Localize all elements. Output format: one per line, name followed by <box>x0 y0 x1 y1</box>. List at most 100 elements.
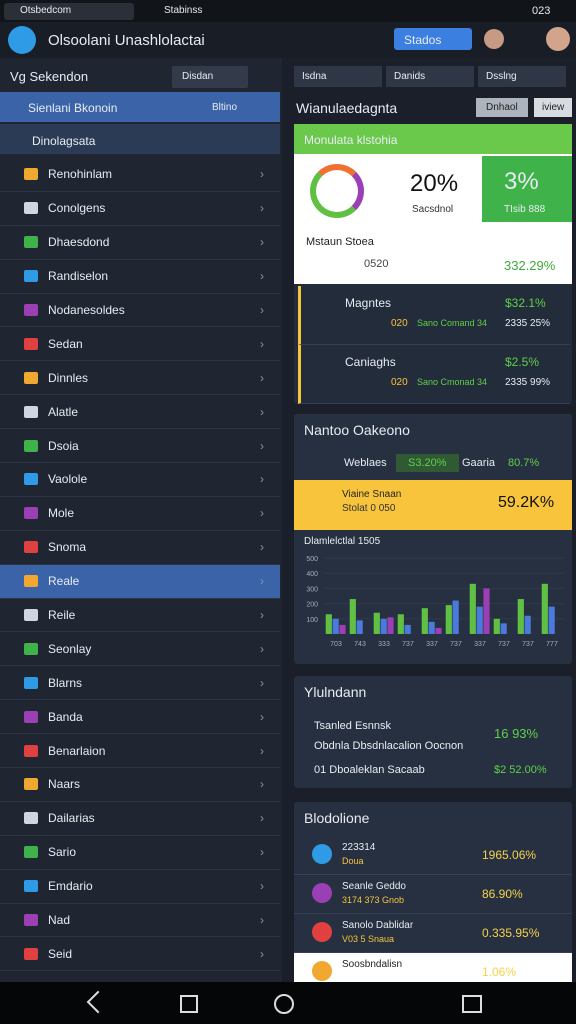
button[interactable]: iview <box>534 98 573 117</box>
selected-row[interactable] <box>0 92 280 122</box>
tag: Weblaes <box>344 457 387 469</box>
chevron: › <box>260 201 264 216</box>
tab[interactable] <box>4 3 134 20</box>
list-item[interactable]: Seonlay › <box>0 632 280 667</box>
section-card: Ylulndann Tsanled Esnnsk 16 93% Obdnla D… <box>294 676 572 788</box>
stat-box <box>482 156 572 222</box>
item-label: Vaolole <box>48 472 88 487</box>
avatar[interactable] <box>484 29 504 49</box>
list-item[interactable]: Emdario › <box>0 870 280 904</box>
list-item[interactable]: Reale › <box>0 564 280 599</box>
list-item[interactable]: Reile › <box>0 599 280 633</box>
item-label: Conolgens <box>48 201 106 216</box>
icon <box>24 846 38 859</box>
item-label: Reile <box>48 608 76 623</box>
selected-label: Sienlani Bkonoin <box>28 101 118 115</box>
list-item[interactable]: Conolgens › <box>0 192 280 226</box>
row-value: 0.335.95% <box>482 926 540 940</box>
row-value: 86.90% <box>482 887 523 901</box>
list-item[interactable]: Blarns › <box>0 666 280 701</box>
item-label: Renohinlam <box>48 167 113 182</box>
chevron: › <box>260 438 264 453</box>
tab[interactable]: Danids <box>386 66 474 87</box>
review-sub: Sano Cmonad 34 <box>417 377 488 387</box>
stat: 20% <box>410 170 459 197</box>
list-item[interactable]: Snoma › <box>0 531 280 565</box>
list-item[interactable]: Vaolole › <box>0 463 280 497</box>
list-item[interactable]: Dsoia › <box>0 429 280 464</box>
item-label: Dhaesdond <box>48 235 110 250</box>
item-label: Emdario <box>48 879 93 894</box>
row-sub: 3174 373 Gnob <box>342 895 405 905</box>
item-label: Dsoia <box>48 438 79 453</box>
nav-home[interactable] <box>180 995 198 1013</box>
icon <box>24 507 38 520</box>
x-tick-label: 333 <box>378 641 390 648</box>
filter[interactable] <box>172 66 248 88</box>
bar <box>421 608 428 634</box>
chevron: › <box>260 404 264 419</box>
x-tick-label: 337 <box>474 641 486 648</box>
card-title: Monulata klstohia <box>304 133 398 147</box>
list-item[interactable]: Dhaesdond › <box>0 226 280 260</box>
card-header <box>294 124 572 154</box>
search-label[interactable]: Vg Sekendon <box>10 69 89 84</box>
tab-label[interactable]: Stabinss <box>164 5 203 16</box>
icon <box>24 304 38 316</box>
back-button[interactable] <box>8 26 36 54</box>
tabs: Isdna Danids Dsslng <box>294 66 566 87</box>
chevron: › <box>260 540 264 555</box>
list-item[interactable]: Nad › <box>0 904 280 938</box>
chip[interactable]: S3.20% <box>396 454 459 472</box>
chevron: › <box>260 777 264 792</box>
chevron: › <box>260 709 264 724</box>
tab[interactable]: Dsslng <box>478 66 566 87</box>
review-list: Magntes 020 Sano Comand 34 $32.1% 2335 25% Ca… <box>298 286 570 404</box>
nav-back[interactable] <box>86 990 110 1014</box>
row-title: Mstaun Stoea <box>306 236 374 248</box>
row: Seanle Geddo 3174 373 Gnob 86.90% <box>294 875 572 914</box>
nav-bar <box>0 982 576 1024</box>
icon <box>24 337 38 350</box>
icon <box>24 439 38 452</box>
list-item[interactable]: Sedan › <box>0 327 280 362</box>
button[interactable] <box>394 28 472 50</box>
value: 16 93% <box>494 726 539 741</box>
chevron: › <box>260 472 264 487</box>
list-item[interactable]: Benarlaion › <box>0 734 280 769</box>
bar-chart: Dlamlelctlal 1505 100 200 300 400 500 703 743 3… <box>304 536 564 648</box>
section-title: Nantoo Oakeono <box>304 422 410 438</box>
list-item[interactable]: Randiselon › <box>0 260 280 294</box>
bar <box>428 621 435 634</box>
chevron: › <box>260 913 264 928</box>
list-item[interactable]: Sario › <box>0 836 280 870</box>
item-label: Sario <box>48 845 77 860</box>
list-item[interactable]: Dailarias › <box>0 802 280 836</box>
list-item[interactable]: Mole › <box>0 497 280 531</box>
y-tick-label: 200 <box>306 602 318 609</box>
nav-circle[interactable] <box>274 994 294 1014</box>
list-item[interactable]: Banda › <box>0 700 280 735</box>
review-value: $32.1% <box>505 296 546 310</box>
button[interactable]: Dnhaol <box>476 98 528 117</box>
selected-button[interactable]: Bltino <box>212 102 238 113</box>
nav-recent[interactable] <box>462 995 482 1013</box>
bar <box>404 624 411 634</box>
highlight <box>294 480 572 530</box>
icon <box>24 880 38 893</box>
list-item[interactable]: Naars › <box>0 768 280 802</box>
list-item[interactable]: Alatle › <box>0 395 280 430</box>
tab[interactable]: Isdna <box>294 66 382 87</box>
section-title: Wianulaedagnta <box>296 100 398 116</box>
section-title: Ylulndann <box>304 684 367 700</box>
y-tick-label: 300 <box>306 586 318 593</box>
list-item[interactable]: Renohinlam › <box>0 158 280 192</box>
item-label: Banda <box>48 709 83 724</box>
list-item[interactable]: Dinnles › <box>0 361 280 396</box>
avatar[interactable] <box>546 27 570 51</box>
list-item[interactable]: Seid › <box>0 937 280 972</box>
bar <box>332 618 339 634</box>
list-item[interactable]: Nodanesoldes › <box>0 294 280 328</box>
chevron: › <box>260 845 264 860</box>
